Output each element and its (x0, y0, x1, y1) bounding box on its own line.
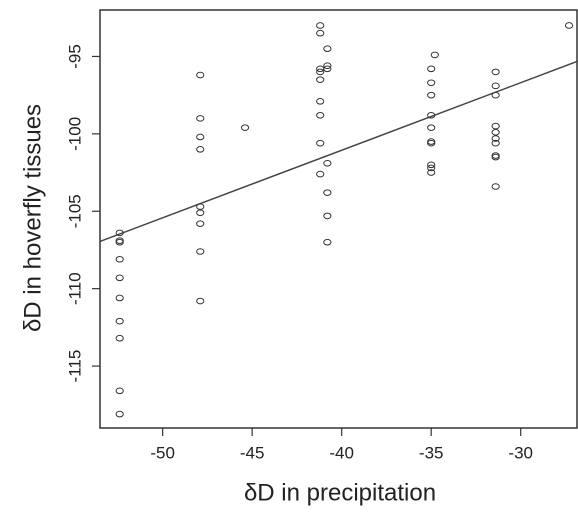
point (323, 189, 332, 196)
y-tick-label: -115 (65, 350, 84, 383)
point (427, 169, 436, 176)
y-tick-label: -95 (65, 44, 84, 69)
x-tick-label: -30 (508, 443, 533, 462)
point (316, 139, 325, 147)
point (115, 255, 124, 263)
point (196, 220, 205, 227)
point (491, 82, 500, 90)
point (491, 152, 500, 159)
y-tick-label: -110 (65, 272, 84, 305)
point (427, 124, 436, 131)
x-tick-label: -40 (329, 443, 354, 462)
trend-line (99, 60, 578, 243)
point (491, 183, 500, 190)
point (491, 122, 500, 130)
point (196, 146, 205, 153)
point (430, 51, 439, 59)
point (196, 133, 205, 141)
point (427, 79, 436, 87)
point (491, 153, 500, 161)
point (323, 45, 332, 53)
point (316, 68, 325, 76)
point (427, 138, 436, 145)
point (115, 274, 124, 282)
x-tick-label: -35 (419, 443, 444, 462)
point (115, 387, 124, 395)
point (427, 111, 436, 119)
point (491, 68, 500, 76)
x-tick-label: -50 (150, 443, 175, 462)
point (491, 129, 500, 136)
point (115, 237, 124, 244)
point (115, 229, 124, 237)
point (196, 71, 205, 79)
x-tick-label: -45 (240, 443, 265, 462)
point (115, 294, 124, 302)
plot-frame (99, 9, 578, 429)
point (316, 22, 325, 29)
point (316, 111, 325, 119)
point (316, 170, 325, 178)
point (427, 65, 436, 73)
point (196, 248, 205, 255)
point (491, 135, 500, 142)
point (115, 410, 124, 418)
point (196, 209, 205, 217)
point (427, 161, 436, 169)
point (316, 29, 325, 37)
x-axis-title: δD in precipitation (244, 479, 436, 506)
point (316, 98, 325, 105)
point (115, 334, 124, 342)
point (196, 297, 205, 305)
point (323, 212, 332, 220)
point (564, 22, 574, 29)
point (240, 124, 250, 131)
point (196, 115, 205, 122)
point (196, 203, 205, 210)
y-tick-label: -105 (65, 194, 84, 228)
point (115, 317, 124, 325)
y-tick-label: -100 (65, 117, 84, 151)
point (427, 164, 436, 172)
point (323, 159, 332, 167)
point (323, 65, 332, 73)
point (323, 238, 332, 246)
point (323, 62, 332, 70)
point (427, 91, 436, 99)
point (316, 76, 325, 83)
point (491, 139, 500, 147)
point (427, 139, 436, 147)
point (491, 91, 500, 99)
y-axis-title: δD in hoverfly tissues (19, 104, 46, 332)
point (115, 238, 124, 246)
